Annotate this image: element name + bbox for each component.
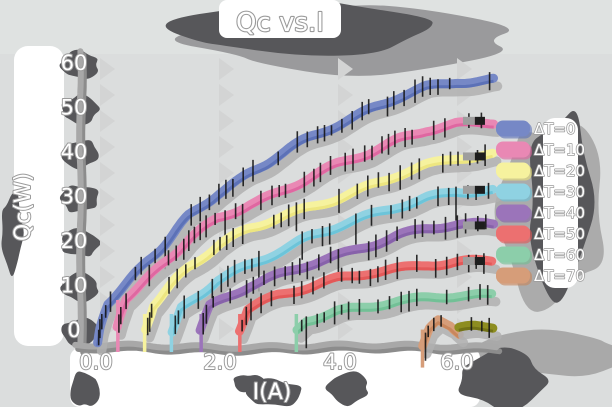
error-bars <box>97 72 491 346</box>
series-line <box>454 320 498 333</box>
legend-label-dt30: ΔT=30 <box>534 183 585 201</box>
series-ΔT=70 <box>418 315 469 368</box>
legend-label-dt70: ΔT=70 <box>534 267 585 285</box>
x-tick-0: 0.0 <box>79 350 112 374</box>
series-line <box>167 184 498 337</box>
axis-spine <box>76 48 84 352</box>
error-bars <box>146 144 486 336</box>
y-tick-30: 30 <box>61 185 88 209</box>
legend-label-dt10: ΔT=10 <box>534 141 585 159</box>
series-edge <box>170 190 493 336</box>
y-axis-label: Qc(W) <box>11 173 36 241</box>
legend-label-dt20: ΔT=20 <box>534 162 585 180</box>
shadow-blob <box>70 371 100 406</box>
series-ΔT=20 <box>141 144 502 352</box>
x-tick-6: 6.0 <box>440 350 473 374</box>
chart-title: Qc vs.I <box>236 8 324 38</box>
series-edge <box>458 326 494 333</box>
series-edge <box>144 154 493 334</box>
legend-label-dt50: ΔT=50 <box>534 225 585 243</box>
series-line <box>195 217 499 335</box>
series-shadow <box>296 296 501 343</box>
error-bars <box>470 317 490 338</box>
series-edge <box>198 223 494 334</box>
title-card <box>219 0 341 38</box>
series-line <box>112 117 499 332</box>
y-tick-40: 40 <box>61 140 88 164</box>
x-tick-4: 4.0 <box>323 350 356 374</box>
error-bars <box>424 315 442 361</box>
legend-patch-ΔT=10 <box>496 141 530 158</box>
y-tick-60: 60 <box>61 51 88 75</box>
y-tick-0: 0 <box>67 318 80 342</box>
series-edge <box>115 123 494 331</box>
shadow-blob <box>325 371 369 407</box>
series-unlabeled <box>454 317 502 341</box>
shadow-blob <box>1 191 24 277</box>
xlabel-strip <box>70 348 480 407</box>
shadow-blob <box>458 347 549 407</box>
legend-strip <box>543 118 578 288</box>
legend-patch-ΔT=40 <box>496 204 530 221</box>
legend-patch-ΔT=60 <box>496 246 530 263</box>
legend-patch-ΔT=50 <box>496 225 530 242</box>
series-ΔT=50 <box>235 253 501 352</box>
error-bars <box>118 112 483 333</box>
legend-label-dt0: ΔT=0 <box>534 120 576 138</box>
shadow-blob <box>245 378 302 407</box>
legend: ΔT=0 ΔT=10 ΔT=20 ΔT=30 ΔT=40 ΔT=50 ΔT=60… <box>533 119 586 286</box>
y-tick-10: 10 <box>61 274 88 298</box>
ylabel-strip <box>14 46 64 346</box>
legend-label-dt60: ΔT=60 <box>534 246 585 264</box>
series-shadow <box>144 156 502 343</box>
series-shadow <box>116 124 503 340</box>
gridline-sawtooth <box>100 58 115 340</box>
y-tick-50: 50 <box>61 96 88 120</box>
legend-patches <box>496 120 532 286</box>
y-tick-20: 20 <box>61 229 88 253</box>
series-edge <box>421 320 461 350</box>
x-axis-label: I(A) <box>253 380 292 405</box>
legend-patch-ΔT=70 <box>496 267 530 284</box>
error-bars <box>300 284 489 349</box>
series-shadow <box>458 328 502 341</box>
series-line <box>141 148 498 335</box>
legend-patch-ΔT=30 <box>496 183 530 200</box>
x-tick-2: 2.0 <box>203 350 236 374</box>
legend-patch-ΔT=20 <box>496 162 530 179</box>
series-shadow <box>199 225 503 344</box>
legend-label-dt40: ΔT=40 <box>534 204 585 222</box>
legend-patch-ΔT=0 <box>496 120 530 137</box>
series-ΔT=40 <box>195 213 503 352</box>
series-ΔT=10 <box>112 112 503 352</box>
series-ΔT=60 <box>292 284 501 352</box>
